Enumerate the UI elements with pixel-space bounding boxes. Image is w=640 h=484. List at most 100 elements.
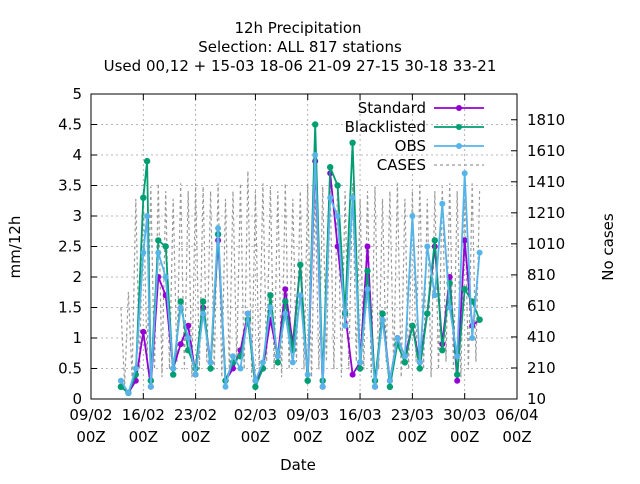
data-point-obs	[244, 310, 251, 317]
data-point-blacklisted	[416, 365, 423, 372]
data-point-obs	[372, 383, 378, 390]
data-point-obs	[162, 274, 169, 280]
data-point-obs	[125, 389, 132, 396]
y2-tick-label: 410	[527, 328, 556, 346]
data-point-blacklisted	[349, 139, 356, 146]
data-point-blacklisted	[424, 310, 431, 317]
data-point-obs	[379, 316, 386, 323]
data-point-obs	[200, 310, 207, 317]
data-point-obs	[364, 286, 371, 293]
x-tick-label-hour: 00Z	[181, 428, 210, 446]
series-line-obs	[120, 154, 481, 396]
data-point-obs	[476, 249, 483, 256]
data-point-blacklisted	[312, 121, 319, 128]
data-point-obs	[177, 304, 184, 311]
data-point-obs	[117, 377, 124, 384]
x-tick-label: 06/04	[495, 406, 538, 424]
data-point-obs	[469, 335, 476, 341]
legend-marker-obs	[456, 143, 462, 149]
data-point-standard	[461, 237, 468, 244]
x-tick-label-hour: 00Z	[450, 428, 479, 446]
data-point-obs	[192, 371, 199, 378]
data-point-obs	[424, 243, 431, 250]
data-point-standard	[454, 377, 461, 384]
data-point-obs	[147, 383, 154, 390]
data-point-obs	[222, 383, 229, 390]
y2-tick-label: 1210	[527, 204, 565, 222]
legend-marker-standard	[456, 105, 462, 111]
chart-subtitle: Selection: ALL 817 stations	[198, 38, 402, 56]
data-point-blacklisted	[274, 359, 281, 366]
data-point-blacklisted	[297, 261, 304, 268]
y-tick-label: 5	[72, 85, 82, 103]
data-point-obs	[416, 359, 423, 366]
y-tick-label: 1	[72, 329, 82, 347]
data-point-blacklisted	[461, 286, 468, 293]
data-point-blacklisted	[439, 347, 446, 354]
data-point-obs	[289, 359, 296, 366]
data-point-obs	[349, 194, 356, 201]
x-tick-label: 02/03	[234, 406, 277, 424]
data-point-blacklisted	[334, 182, 341, 189]
legend-label-blacklisted: Blacklisted	[345, 118, 426, 136]
series-layer	[117, 121, 483, 397]
data-point-blacklisted	[304, 377, 311, 384]
data-point-obs	[319, 383, 326, 390]
data-point-obs	[155, 249, 162, 256]
legend-label-obs: OBS	[395, 137, 426, 155]
data-point-obs	[401, 353, 408, 360]
data-point-blacklisted	[143, 157, 151, 165]
chart-subtitle2: Used 00,12 + 15-03 18-06 21-09 27-15 30-…	[104, 57, 497, 75]
data-point-obs	[446, 304, 453, 311]
x-tick-label-hour: 00Z	[398, 428, 427, 446]
data-point-obs	[237, 365, 244, 372]
y-tick-label: 3	[72, 207, 82, 225]
data-point-standard	[185, 322, 192, 329]
data-point-obs	[312, 152, 319, 158]
data-point-blacklisted	[409, 322, 416, 329]
data-point-obs	[461, 170, 468, 177]
data-point-obs	[409, 213, 416, 219]
data-point-standard	[282, 286, 289, 293]
y-tick-label: 2	[72, 268, 82, 286]
x-tick-label-hour: 00Z	[502, 428, 531, 446]
data-point-obs	[267, 304, 274, 311]
data-point-standard	[349, 371, 356, 378]
data-point-blacklisted	[117, 383, 125, 390]
data-point-blacklisted	[454, 371, 461, 378]
data-point-obs	[394, 335, 401, 341]
y2-tick-label: 10	[527, 390, 546, 408]
data-point-obs	[259, 359, 266, 366]
x-tick-label: 23/03	[391, 406, 434, 424]
data-point-blacklisted	[379, 310, 386, 317]
y2-tick-label: 810	[527, 266, 556, 284]
data-point-obs	[144, 213, 151, 219]
data-point-obs	[297, 292, 304, 299]
data-point-obs	[274, 353, 281, 360]
x-tick-label: 23/02	[174, 406, 217, 424]
y-axis-label: mm/12h	[6, 216, 24, 279]
axis-layer: 0 0.5 1 1.5 2 2.5 3 3.5 4 4.5 5 10 210 410 610 810 1010 1…	[58, 85, 565, 446]
data-point-blacklisted	[170, 371, 177, 378]
y-tick-label: 4	[72, 146, 82, 164]
x-tick-label: 16/03	[338, 406, 381, 424]
x-tick-label: 09/03	[286, 406, 329, 424]
x-tick-label-hour: 00Z	[129, 428, 158, 446]
data-point-obs	[431, 292, 438, 299]
data-point-blacklisted	[267, 292, 274, 299]
y-tick-label: 0	[72, 390, 82, 408]
data-point-standard	[364, 243, 371, 250]
data-point-obs	[140, 249, 147, 256]
data-point-obs	[185, 335, 192, 341]
data-point-obs	[386, 377, 393, 384]
y2-axis-label: No cases	[599, 213, 617, 281]
data-point-blacklisted	[177, 298, 184, 305]
data-point-obs	[454, 353, 461, 360]
y2-tick-label: 210	[527, 359, 556, 377]
legend-label-cases: CASES	[377, 156, 426, 174]
y-tick-label: 4.5	[58, 116, 82, 134]
x-tick-label-hour: 00Z	[76, 428, 105, 446]
data-point-obs	[334, 213, 341, 219]
y2-tick-label: 1810	[527, 111, 565, 129]
